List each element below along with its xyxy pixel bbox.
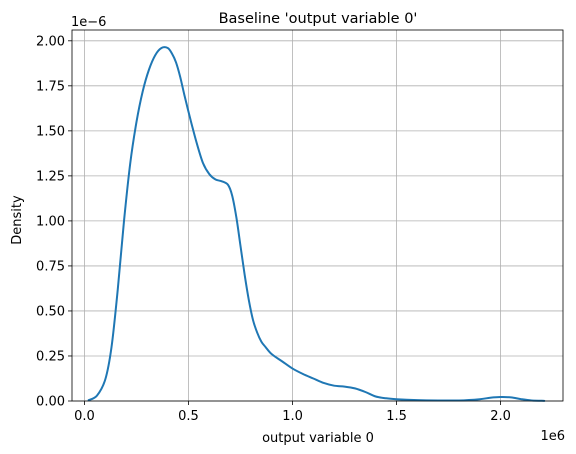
x-offset-label: 1e6 — [540, 429, 565, 444]
y-tick-label: 0.25 — [36, 349, 65, 364]
x-tick-label: 1.0 — [282, 409, 303, 424]
y-tick-label: 0.50 — [36, 304, 65, 319]
y-tick-label: 1.75 — [36, 79, 65, 94]
x-tick-label: 0.5 — [178, 409, 199, 424]
y-tick-label: 0.75 — [36, 259, 65, 274]
density-curve — [87, 46, 546, 402]
grid-lines — [72, 30, 563, 402]
x-tick-label: 2.0 — [490, 409, 511, 424]
y-axis-label: Density — [10, 195, 25, 245]
chart-title: Baseline 'output variable 0' — [219, 11, 418, 27]
x-axis-ticks: 0.0 0.5 1.0 1.5 2.0 — [74, 401, 511, 424]
x-tick-label: 1.5 — [386, 409, 407, 424]
y-axis-ticks: 0.00 0.25 0.50 0.75 1.00 1.25 1.50 1.75 2.00 — [36, 34, 72, 410]
y-tick-label: 1.50 — [36, 124, 65, 139]
x-axis-label: output variable 0 — [262, 431, 374, 446]
plot-frame — [71, 29, 564, 402]
y-offset-label: 1e−6 — [71, 15, 106, 30]
y-tick-label: 2.00 — [36, 34, 65, 49]
y-tick-label: 1.25 — [36, 169, 65, 184]
y-tick-label: 0.00 — [36, 395, 65, 410]
y-tick-label: 1.00 — [36, 214, 65, 229]
x-tick-label: 0.0 — [74, 409, 95, 424]
